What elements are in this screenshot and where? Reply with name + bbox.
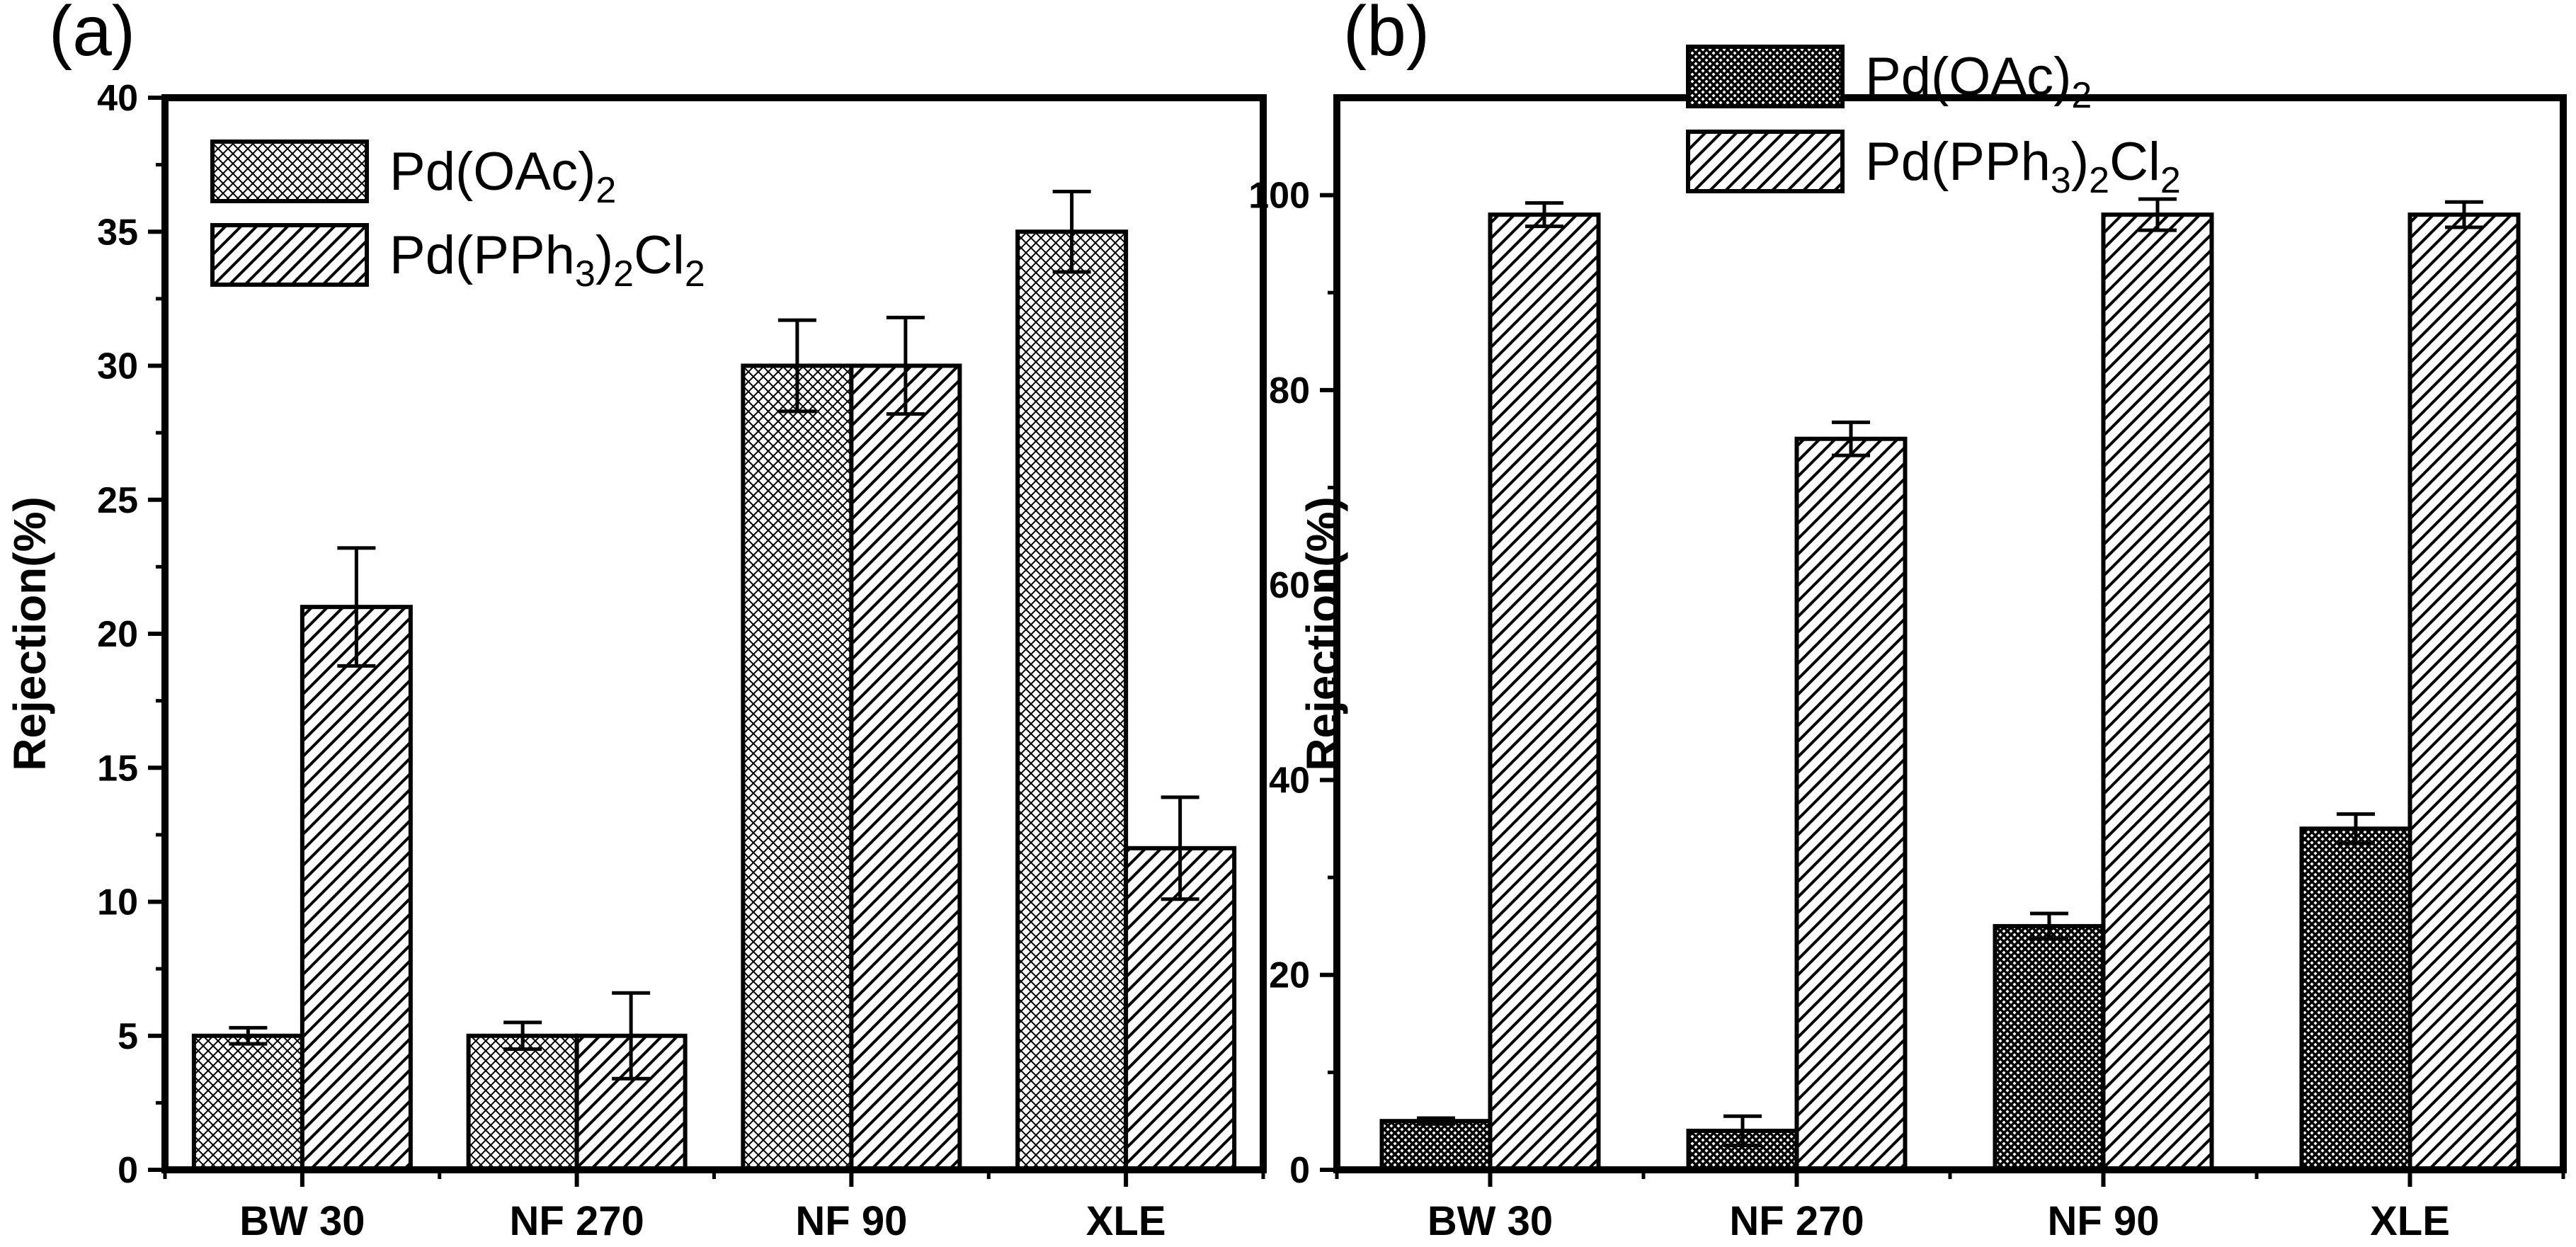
x-tick-label: XLE	[2370, 1198, 2450, 1244]
error-bar	[2138, 197, 2177, 232]
legend-item: Pd(OAc)2	[210, 139, 616, 211]
y-tick-label: 80	[1269, 370, 1310, 411]
error-bar	[612, 991, 651, 1081]
error-bar	[1723, 1114, 1762, 1148]
x-tick-label: NF 90	[795, 1198, 907, 1244]
y-tick-label: 5	[118, 1016, 138, 1057]
error-bar	[1832, 420, 1870, 457]
x-tick-label: NF 270	[510, 1198, 644, 1244]
bar-bw-30-series-2	[1488, 212, 1601, 1172]
y-tick-label: 40	[1269, 760, 1310, 801]
y-tick-label: 30	[97, 346, 138, 387]
error-bar	[2445, 200, 2483, 229]
y-tick-label: 0	[1289, 1150, 1310, 1191]
error-bar	[1052, 189, 1091, 274]
bar-bw-30-series-1	[1379, 1119, 1493, 1172]
bar-xle-series-2	[1124, 845, 1237, 1173]
bar-nf-90-series-2	[2101, 212, 2214, 1172]
bar-nf-270-series-1	[466, 1033, 579, 1172]
error-bar	[337, 546, 376, 668]
x-tick-label: XLE	[1086, 1198, 1166, 1244]
legend-label: Pd(OAc)2	[1865, 47, 2092, 116]
bar-xle-series-1	[2299, 826, 2412, 1172]
legend-label: Pd(OAc)2	[389, 142, 616, 211]
y-axis-title: Rejection(%)	[4, 496, 55, 771]
legend-label: Pd(PPh3)2Cl2	[389, 225, 705, 295]
x-tick-label: NF 90	[2048, 1198, 2160, 1244]
error-bar	[229, 1025, 268, 1046]
y-tick-label: 20	[1269, 955, 1310, 996]
chart-panel-a: (a) 0 5 10 15 20 25 30 35 40 BW 30 NF 270 NF 90 XLE Re…	[4, 0, 1267, 1244]
error-bar	[1525, 201, 1563, 229]
y-tick-label: 20	[97, 614, 138, 655]
y-tick-label: 35	[97, 212, 138, 253]
legend-swatch	[210, 139, 369, 203]
error-bar	[777, 318, 816, 414]
x-tick-label: BW 30	[1427, 1198, 1553, 1244]
legend-swatch	[210, 223, 369, 287]
legend-item: Pd(OAc)2	[1686, 45, 2092, 116]
error-bar	[1161, 795, 1199, 901]
error-bar	[886, 315, 925, 416]
error-bar	[2337, 812, 2375, 845]
y-axis-title: Rejection(%)	[1297, 496, 1348, 771]
error-bar	[1417, 1116, 1455, 1126]
legend-item: Pd(PPh3)2Cl2	[1686, 130, 2181, 201]
bar-nf-270-series-2	[1794, 436, 1908, 1172]
y-tick-label: 0	[118, 1150, 138, 1191]
legend-swatch	[1686, 45, 1845, 108]
legend-label: Pd(PPh3)2Cl2	[1865, 132, 2181, 201]
bar-xle-series-2	[2407, 212, 2521, 1172]
legend-swatch	[1686, 130, 1845, 193]
panel-label: (b)	[1343, 0, 1430, 71]
x-tick-label: BW 30	[239, 1198, 365, 1244]
y-tick-label: 15	[97, 748, 138, 789]
bar-bw-30-series-2	[300, 605, 413, 1172]
chart-panel-b: (b) 0 20 40 60 80 100 BW 30 NF 270 NF 90 XLE Reject…	[1248, 0, 2567, 1244]
y-tick-label: 100	[1248, 176, 1310, 217]
y-tick-label: 25	[97, 480, 138, 521]
error-bar	[2030, 911, 2068, 941]
y-tick-label: 10	[97, 882, 138, 923]
panel-label: (a)	[49, 0, 135, 71]
bar-nf-90-series-2	[849, 363, 962, 1172]
bar-bw-30-series-1	[191, 1033, 304, 1172]
y-tick-label: 60	[1269, 565, 1310, 606]
y-tick-label: 40	[97, 78, 138, 119]
legend-item: Pd(PPh3)2Cl2	[210, 223, 705, 295]
error-bar	[503, 1020, 542, 1052]
bar-nf-90-series-1	[741, 363, 854, 1172]
bar-xle-series-1	[1015, 229, 1129, 1172]
bar-nf-90-series-1	[1993, 923, 2106, 1172]
x-tick-label: NF 270	[1729, 1198, 1864, 1244]
